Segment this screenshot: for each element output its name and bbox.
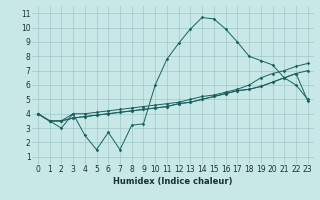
X-axis label: Humidex (Indice chaleur): Humidex (Indice chaleur): [113, 177, 233, 186]
